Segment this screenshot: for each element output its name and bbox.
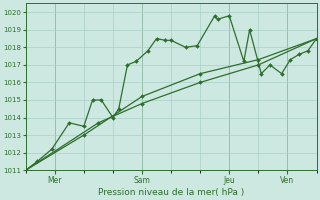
X-axis label: Pression niveau de la mer( hPa ): Pression niveau de la mer( hPa ) — [98, 188, 244, 197]
